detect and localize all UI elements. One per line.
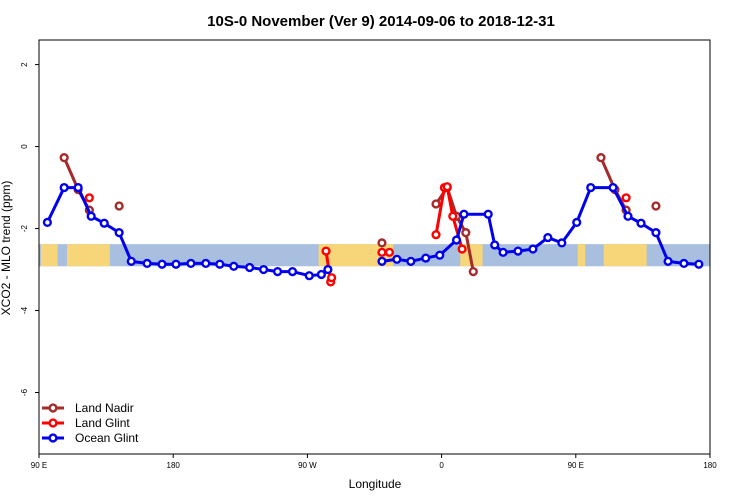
data-point-ocean-glint [126, 256, 136, 266]
data-point-ocean-glint [304, 271, 314, 281]
data-point-ocean-glint [572, 217, 582, 228]
data-point-land-nadir [596, 153, 606, 163]
data-point-ocean-glint [323, 264, 333, 275]
legend-marker [48, 433, 58, 443]
plot-frame [38, 39, 711, 455]
y-axis-label: XCO2 - MLO trend (ppm) [0, 181, 13, 316]
data-point-ocean-glint [421, 253, 431, 263]
chart-title: 10S-0 November (Ver 9) 2014-09-06 to 201… [207, 13, 555, 30]
data-point-ocean-glint [694, 259, 704, 269]
data-point-land-glint [442, 182, 452, 192]
data-point-ocean-glint [459, 209, 469, 219]
data-point-ocean-glint [142, 258, 152, 268]
data-point-land-nadir [468, 266, 478, 277]
x-tick-label: 0 [439, 461, 444, 470]
data-point-land-glint [621, 193, 631, 203]
data-point-land-nadir [651, 201, 661, 211]
data-point-land-glint [448, 211, 458, 221]
data-point-ocean-glint [543, 232, 553, 243]
data-point-ocean-glint [651, 228, 661, 238]
data-point-ocean-glint [608, 182, 618, 193]
legend-item-land-nadir: Land Nadir [42, 401, 134, 415]
y-axis: 2 0 -2 -4 -6 [20, 62, 39, 396]
data-point-ocean-glint [157, 259, 167, 269]
series-group [42, 153, 704, 287]
data-point-land-nadir [59, 153, 69, 163]
legend-marker [48, 403, 58, 413]
data-point-ocean-glint [171, 259, 181, 269]
data-point-ocean-glint [86, 211, 96, 221]
series-land-glint [84, 182, 631, 287]
land-region [577, 244, 586, 267]
x-axis: 90 E 180 90 W 0 90 E 180 [31, 454, 717, 470]
data-point-ocean-glint [114, 228, 124, 238]
data-point-ocean-glint [435, 250, 445, 260]
data-point-ocean-glint [483, 209, 493, 219]
x-tick-label: 180 [703, 461, 717, 470]
land-region [40, 244, 58, 267]
data-point-ocean-glint [316, 269, 326, 280]
data-point-land-nadir [114, 201, 124, 211]
data-point-ocean-glint [201, 258, 211, 268]
data-point-land-glint [384, 247, 395, 257]
data-point-land-glint [431, 230, 441, 240]
data-point-ocean-glint [679, 258, 689, 268]
land-region [603, 244, 647, 267]
data-point-ocean-glint [663, 256, 673, 266]
land-region [318, 244, 394, 267]
data-point-ocean-glint [451, 235, 462, 245]
data-point-ocean-glint [557, 238, 567, 248]
land-region [66, 244, 110, 267]
data-point-ocean-glint [229, 261, 239, 271]
legend-item-ocean-glint: Ocean Glint [42, 431, 139, 445]
data-point-ocean-glint [287, 266, 298, 277]
data-point-ocean-glint [490, 240, 500, 250]
data-point-ocean-glint [73, 182, 83, 193]
legend-label: Land Nadir [75, 401, 134, 415]
legend-label: Ocean Glint [75, 431, 139, 445]
data-point-ocean-glint [498, 247, 508, 257]
data-point-land-glint [84, 193, 94, 203]
data-point-ocean-glint [636, 218, 646, 228]
y-tick-label: -2 [20, 224, 29, 232]
data-point-ocean-glint [528, 244, 538, 254]
data-point-land-nadir [431, 199, 441, 209]
data-point-ocean-glint [377, 256, 387, 266]
data-point-ocean-glint [245, 262, 255, 273]
data-point-land-glint [327, 273, 337, 283]
data-point-ocean-glint [392, 254, 402, 264]
data-point-ocean-glint [258, 264, 269, 275]
x-tick-label: 90 E [31, 461, 47, 470]
data-point-ocean-glint [513, 246, 523, 256]
data-point-ocean-glint [59, 182, 69, 193]
x-axis-label: Longitude [349, 477, 402, 491]
data-point-ocean-glint [99, 218, 109, 228]
data-point-land-glint [377, 247, 387, 257]
data-point-ocean-glint [406, 256, 416, 266]
data-point-ocean-glint [586, 182, 596, 193]
legend-marker [48, 418, 58, 428]
y-tick-label: 0 [20, 144, 29, 149]
legend-label: Land Glint [75, 416, 130, 430]
y-tick-label: -4 [20, 306, 29, 314]
data-point-land-nadir [461, 228, 471, 238]
data-point-land-glint [321, 246, 331, 256]
legend-item-land-glint: Land Glint [42, 416, 130, 430]
data-point-ocean-glint [215, 259, 225, 269]
series-ocean-glint [42, 182, 704, 281]
data-point-ocean-glint [623, 211, 633, 221]
data-point-ocean-glint [186, 258, 196, 268]
data-point-land-nadir [377, 238, 387, 248]
y-tick-label: 2 [20, 62, 29, 67]
x-tick-label: 90 W [298, 461, 317, 470]
y-tick-label: -6 [20, 388, 29, 396]
x-tick-label: 180 [167, 461, 181, 470]
data-point-land-glint [457, 244, 467, 254]
x-tick-label: 90 E [568, 461, 584, 470]
data-point-ocean-glint [272, 266, 283, 277]
data-point-ocean-glint [42, 217, 52, 228]
